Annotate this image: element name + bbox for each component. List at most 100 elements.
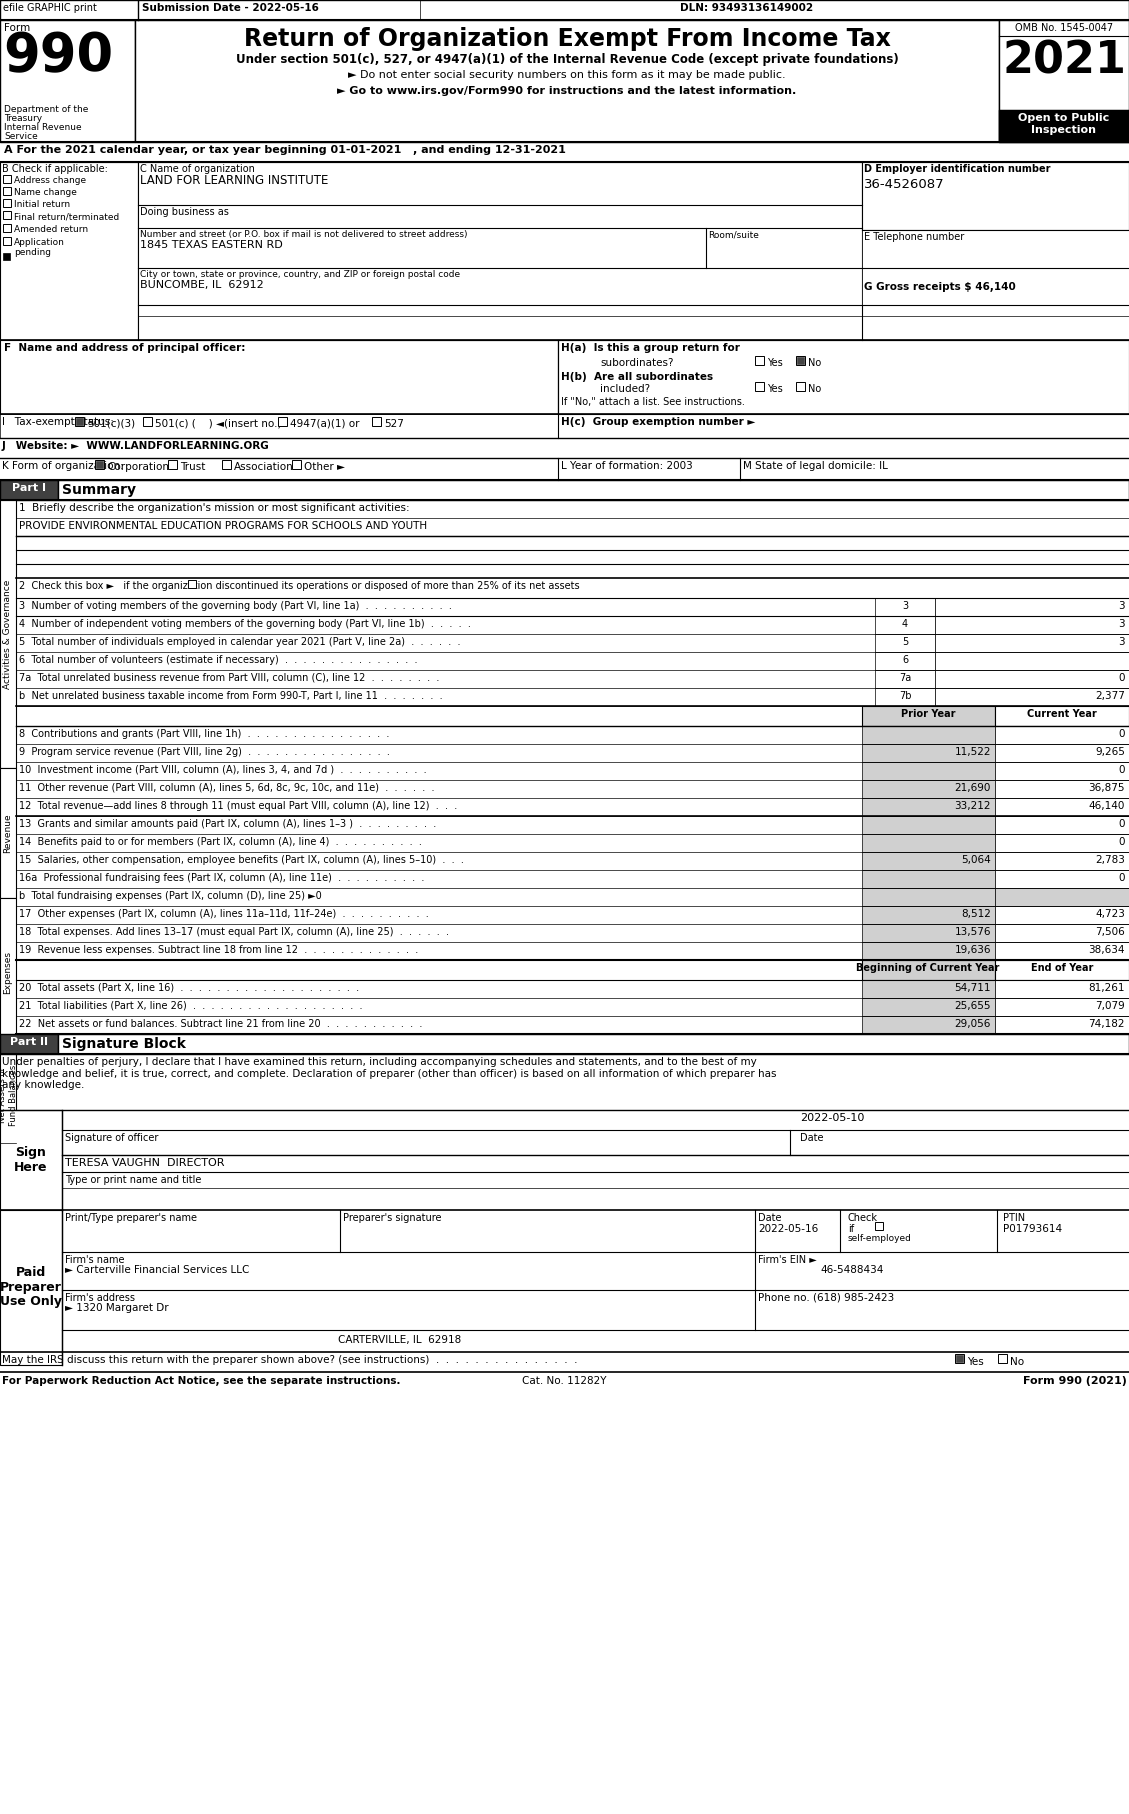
Text: 33,212: 33,212 bbox=[954, 802, 991, 811]
Bar bbox=[3, 210, 11, 219]
Text: 2  Check this box ►   if the organization discontinued its operations or dispose: 2 Check this box ► if the organization d… bbox=[19, 580, 579, 591]
Text: Firm's name: Firm's name bbox=[65, 1255, 124, 1264]
Text: OMB No. 1545-0047: OMB No. 1545-0047 bbox=[1015, 24, 1113, 33]
Text: 11,522: 11,522 bbox=[954, 747, 991, 756]
Text: 0: 0 bbox=[1119, 673, 1124, 684]
Text: 6: 6 bbox=[902, 655, 908, 666]
Bar bbox=[995, 762, 1129, 780]
Bar bbox=[875, 1223, 883, 1230]
Text: Current Year: Current Year bbox=[1027, 709, 1097, 718]
Bar bbox=[995, 980, 1129, 998]
Bar bbox=[863, 960, 995, 980]
Text: H(a)  Is this a group return for: H(a) Is this a group return for bbox=[561, 343, 739, 354]
Bar bbox=[935, 651, 1129, 669]
Bar bbox=[863, 923, 995, 941]
Text: 1  Briefly describe the organization's mission or most significant activities:: 1 Briefly describe the organization's mi… bbox=[19, 502, 410, 513]
Text: Form: Form bbox=[5, 24, 30, 33]
Text: Room/suite: Room/suite bbox=[708, 230, 759, 239]
Text: Type or print name and title: Type or print name and title bbox=[65, 1175, 201, 1185]
Text: Print/Type preparer's name: Print/Type preparer's name bbox=[65, 1214, 196, 1223]
Text: Other ►: Other ► bbox=[304, 463, 345, 472]
Bar bbox=[999, 20, 1129, 141]
Bar bbox=[995, 726, 1129, 744]
Text: Beginning of Current Year: Beginning of Current Year bbox=[856, 963, 999, 972]
Bar bbox=[796, 356, 805, 365]
Text: E Telephone number: E Telephone number bbox=[864, 232, 964, 241]
Bar bbox=[0, 1034, 58, 1054]
Text: 46,140: 46,140 bbox=[1088, 802, 1124, 811]
Text: 0: 0 bbox=[1119, 766, 1124, 775]
Bar bbox=[999, 111, 1129, 141]
Bar bbox=[222, 461, 231, 470]
Text: TERESA VAUGHN  DIRECTOR: TERESA VAUGHN DIRECTOR bbox=[65, 1157, 225, 1168]
Text: Phone no. (618) 985-2423: Phone no. (618) 985-2423 bbox=[758, 1293, 894, 1302]
Bar bbox=[863, 230, 1129, 268]
Text: Date: Date bbox=[758, 1214, 781, 1223]
Text: Open to Public
Inspection: Open to Public Inspection bbox=[1018, 112, 1110, 134]
Text: 46-5488434: 46-5488434 bbox=[820, 1264, 883, 1275]
Text: 5,064: 5,064 bbox=[961, 854, 991, 865]
Text: City or town, state or province, country, and ZIP or foreign postal code: City or town, state or province, country… bbox=[140, 270, 461, 279]
Text: Department of the: Department of the bbox=[5, 105, 88, 114]
Bar bbox=[863, 798, 995, 816]
Text: 20  Total assets (Part X, line 16)  .  .  .  .  .  .  .  .  .  .  .  .  .  .  . : 20 Total assets (Part X, line 16) . . . … bbox=[19, 983, 359, 992]
Text: 7,506: 7,506 bbox=[1095, 927, 1124, 938]
Bar bbox=[3, 238, 11, 245]
Text: 25,655: 25,655 bbox=[954, 1001, 991, 1010]
Bar bbox=[995, 941, 1129, 960]
Bar bbox=[143, 417, 152, 426]
Text: ► 1320 Margaret Dr: ► 1320 Margaret Dr bbox=[65, 1302, 168, 1313]
Text: H(b)  Are all subordinates: H(b) Are all subordinates bbox=[561, 372, 714, 383]
Text: 11  Other revenue (Part VIII, column (A), lines 5, 6d, 8c, 9c, 10c, and 11e)  . : 11 Other revenue (Part VIII, column (A),… bbox=[19, 784, 435, 793]
Text: 9  Program service revenue (Part VIII, line 2g)  .  .  .  .  .  .  .  .  .  .  .: 9 Program service revenue (Part VIII, li… bbox=[19, 747, 390, 756]
Text: 38,634: 38,634 bbox=[1088, 945, 1124, 954]
Bar bbox=[935, 617, 1129, 635]
Bar bbox=[995, 816, 1129, 834]
Text: K Form of organization:: K Form of organization: bbox=[2, 461, 124, 472]
Text: Return of Organization Exempt From Income Tax: Return of Organization Exempt From Incom… bbox=[244, 27, 891, 51]
Text: 990: 990 bbox=[3, 31, 113, 82]
Text: 5  Total number of individuals employed in calendar year 2021 (Part V, line 2a) : 5 Total number of individuals employed i… bbox=[19, 637, 461, 648]
Text: No: No bbox=[808, 385, 821, 394]
Text: Doing business as: Doing business as bbox=[140, 207, 229, 218]
Text: H(c)  Group exemption number ►: H(c) Group exemption number ► bbox=[561, 417, 755, 426]
Text: ► Go to www.irs.gov/Form990 for instructions and the latest information.: ► Go to www.irs.gov/Form990 for instruct… bbox=[338, 85, 797, 96]
Text: 21  Total liabilities (Part X, line 26)  .  .  .  .  .  .  .  .  .  .  .  .  .  : 21 Total liabilities (Part X, line 26) .… bbox=[19, 1001, 362, 1010]
Bar bbox=[796, 383, 805, 392]
Text: No: No bbox=[808, 357, 821, 368]
Text: LAND FOR LEARNING INSTITUTE: LAND FOR LEARNING INSTITUTE bbox=[140, 174, 329, 187]
Text: 2,377: 2,377 bbox=[1095, 691, 1124, 700]
Text: 13  Grants and similar amounts paid (Part IX, column (A), lines 1–3 )  .  .  .  : 13 Grants and similar amounts paid (Part… bbox=[19, 818, 436, 829]
Bar bbox=[995, 871, 1129, 889]
Text: Signature Block: Signature Block bbox=[62, 1038, 186, 1050]
Text: Firm's address: Firm's address bbox=[65, 1293, 135, 1302]
Bar bbox=[995, 834, 1129, 853]
Bar bbox=[863, 268, 1129, 305]
Text: Part I: Part I bbox=[12, 483, 46, 493]
Bar bbox=[995, 706, 1129, 726]
Bar bbox=[955, 1353, 964, 1362]
Bar bbox=[995, 853, 1129, 871]
Text: 8  Contributions and grants (Part VIII, line 1h)  .  .  .  .  .  .  .  .  .  .  : 8 Contributions and grants (Part VIII, l… bbox=[19, 729, 390, 738]
Bar bbox=[3, 252, 10, 259]
Text: 0: 0 bbox=[1119, 836, 1124, 847]
Bar bbox=[0, 0, 1129, 20]
Text: 527: 527 bbox=[384, 419, 404, 428]
Text: Name change: Name change bbox=[14, 189, 77, 198]
Text: Activities & Governance: Activities & Governance bbox=[3, 579, 12, 689]
Text: Yes: Yes bbox=[968, 1357, 983, 1368]
Bar bbox=[58, 481, 1129, 501]
Text: Address change: Address change bbox=[14, 176, 86, 185]
Text: Number and street (or P.O. box if mail is not delivered to street address): Number and street (or P.O. box if mail i… bbox=[140, 230, 467, 239]
Text: End of Year: End of Year bbox=[1031, 963, 1093, 972]
Text: 12  Total revenue—add lines 8 through 11 (must equal Part VIII, column (A), line: 12 Total revenue—add lines 8 through 11 … bbox=[19, 802, 457, 811]
Bar bbox=[755, 356, 764, 365]
Text: 4,723: 4,723 bbox=[1095, 909, 1124, 920]
Text: 18  Total expenses. Add lines 13–17 (must equal Part IX, column (A), line 25)  .: 18 Total expenses. Add lines 13–17 (must… bbox=[19, 927, 449, 938]
Bar bbox=[76, 417, 84, 424]
Bar bbox=[0, 414, 558, 437]
Text: Internal Revenue: Internal Revenue bbox=[5, 123, 81, 132]
Text: 17  Other expenses (Part IX, column (A), lines 11a–11d, 11f–24e)  .  .  .  .  . : 17 Other expenses (Part IX, column (A), … bbox=[19, 909, 429, 920]
Bar bbox=[0, 161, 138, 339]
Bar bbox=[863, 905, 995, 923]
